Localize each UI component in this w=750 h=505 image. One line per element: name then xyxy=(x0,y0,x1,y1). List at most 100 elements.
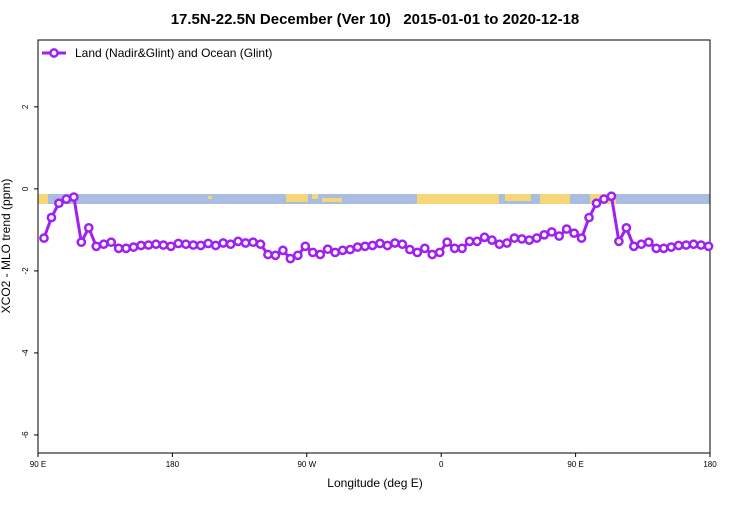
chart-title: 17.5N-22.5N December (Ver 10) 2015-01-01… xyxy=(171,11,580,28)
y-tick-label: 2 xyxy=(21,104,30,109)
data-point xyxy=(151,239,161,250)
data-point xyxy=(248,237,258,248)
data-point xyxy=(158,240,169,250)
data-point xyxy=(285,253,296,264)
data-point xyxy=(561,224,572,234)
x-tick-label: 180 xyxy=(166,460,180,469)
data-point xyxy=(681,240,691,250)
data-point xyxy=(218,238,229,248)
data-point xyxy=(292,250,303,261)
data-point xyxy=(636,239,647,250)
data-point xyxy=(539,229,550,240)
data-point xyxy=(61,194,72,204)
data-point xyxy=(569,228,579,239)
data-point xyxy=(337,245,348,256)
data-point xyxy=(128,242,139,252)
data-point xyxy=(554,231,565,241)
data-point xyxy=(509,233,520,243)
legend-label: Land (Nadir&Glint) and Ocean (Glint) xyxy=(75,46,272,60)
data-point xyxy=(352,242,363,252)
data-point xyxy=(106,237,117,248)
data-point xyxy=(375,238,385,249)
data-point xyxy=(330,247,341,258)
data-point xyxy=(345,244,355,255)
data-point xyxy=(666,242,677,252)
data-point xyxy=(643,237,654,248)
data-point xyxy=(442,237,453,248)
data-point xyxy=(68,192,79,202)
data-point xyxy=(367,240,378,251)
data-point xyxy=(54,198,64,209)
data-point xyxy=(315,249,326,260)
data-point xyxy=(591,198,602,209)
data-point xyxy=(434,247,445,258)
data-point xyxy=(300,241,311,252)
data-point xyxy=(322,244,333,255)
data-point xyxy=(83,222,94,233)
data-point xyxy=(628,241,639,252)
y-tick-label: -4 xyxy=(21,349,30,357)
data-point xyxy=(651,243,662,254)
data-point xyxy=(278,245,288,256)
data-point xyxy=(270,250,281,261)
data-point xyxy=(46,212,57,223)
legend-marker xyxy=(49,48,59,58)
x-tick-label: 90 E xyxy=(30,460,46,469)
x-tick-label: 180 xyxy=(703,460,717,469)
y-axis-label: XCO2 - MLO trend (ppm) xyxy=(0,179,13,314)
data-point xyxy=(449,243,460,254)
data-point xyxy=(457,243,467,254)
data-point xyxy=(502,238,512,248)
data-point xyxy=(576,233,587,243)
x-axis-label: Longitude (deg E) xyxy=(327,476,422,490)
data-point xyxy=(516,234,527,244)
y-tick-label: 0 xyxy=(21,186,30,191)
data-point xyxy=(180,239,191,250)
data-point xyxy=(487,235,497,245)
data-point xyxy=(307,247,318,258)
data-point xyxy=(546,227,557,237)
data-point xyxy=(584,212,594,223)
data-point xyxy=(382,240,393,251)
data-point xyxy=(195,240,206,251)
data-point xyxy=(173,238,184,249)
data-point xyxy=(255,239,266,250)
data-point xyxy=(494,239,505,250)
data-point xyxy=(240,238,251,248)
data-point xyxy=(166,241,176,252)
data-point xyxy=(479,232,490,243)
data-point xyxy=(225,239,236,250)
data-point xyxy=(143,240,154,250)
y-tick-label: -6 xyxy=(21,431,30,439)
data-point xyxy=(188,240,199,250)
data-point xyxy=(121,243,131,254)
data-point xyxy=(606,191,617,202)
data-point xyxy=(621,222,632,233)
x-tick-label: 90 W xyxy=(297,460,316,469)
data-point xyxy=(412,247,423,258)
data-point xyxy=(427,249,438,260)
y-tick-label: -2 xyxy=(21,267,30,275)
data-point xyxy=(210,240,221,251)
data-point xyxy=(360,241,370,252)
data-point xyxy=(113,243,124,254)
data-point xyxy=(472,236,482,247)
data-point xyxy=(39,233,49,243)
data-point xyxy=(419,243,430,254)
data-point xyxy=(98,239,109,250)
data-point xyxy=(263,249,273,260)
data-point xyxy=(696,240,706,250)
data-point xyxy=(397,239,408,250)
data-point xyxy=(673,240,684,251)
x-tick-label: 0 xyxy=(439,460,444,469)
data-point xyxy=(599,194,609,204)
data-point xyxy=(76,237,87,248)
data-point xyxy=(464,236,475,247)
data-point xyxy=(531,233,542,243)
data-point xyxy=(614,236,624,247)
data-point xyxy=(404,244,415,255)
x-tick-label: 90 E xyxy=(567,460,583,469)
data-point xyxy=(390,238,400,248)
data-point xyxy=(91,241,102,252)
